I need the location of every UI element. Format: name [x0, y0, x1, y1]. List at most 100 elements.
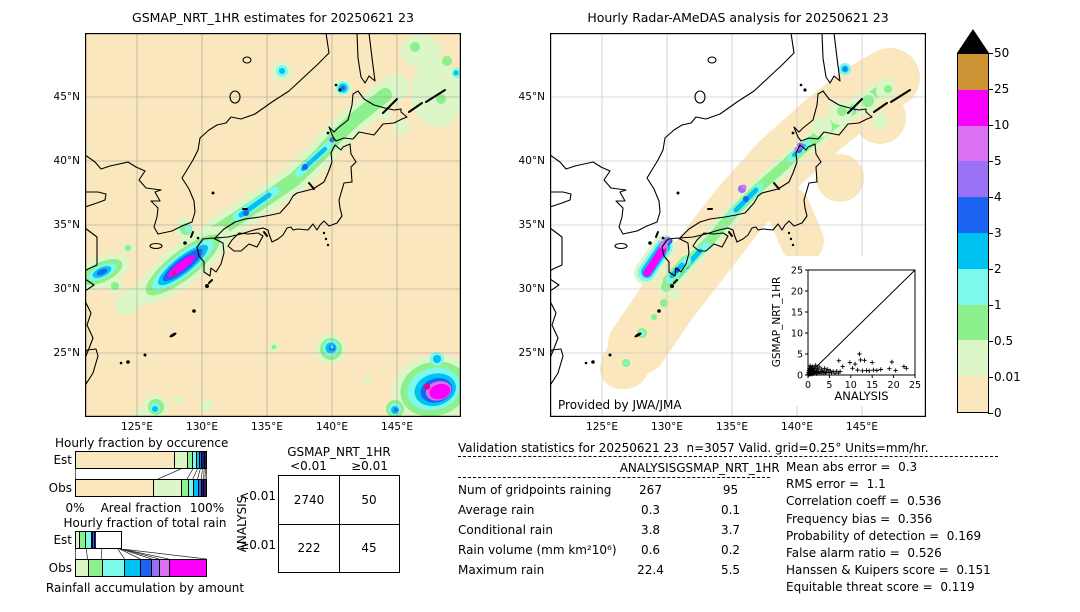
- colorbar-segment: [958, 232, 988, 269]
- skill-scores: Mean abs error = 0.3 RMS error = 1.1 Corre…: [786, 460, 1076, 598]
- bar-segment: [160, 560, 171, 576]
- contingency-col-group: GSMAP_NRT_1HR: [287, 445, 391, 459]
- inset-x-tick-label: 5: [826, 380, 832, 391]
- score-line: RMS error = 1.1: [786, 477, 886, 492]
- validation-analysis-value: 0.3: [640, 503, 661, 517]
- inset-scatter-points: [806, 351, 909, 377]
- score-line: False alarm ratio = 0.526: [786, 545, 942, 560]
- credit-label: Provided by JWA/JMA: [558, 398, 682, 412]
- occurrence-est-bar: [75, 451, 207, 469]
- fraction-connector-line: [186, 469, 194, 479]
- x-tick-label: 130°E: [186, 421, 218, 433]
- colorbar-segment: [958, 268, 988, 305]
- validation-gsmap-value: 0.1: [720, 503, 741, 517]
- colorbar-tick-label: 1: [994, 298, 1002, 312]
- validation-row: Rain volume (mm km²10⁶) 0.6 0.2: [458, 540, 788, 560]
- colorbar-tick-label: 3: [994, 226, 1002, 240]
- divider: [458, 477, 770, 478]
- colorbar-bar: [957, 53, 989, 413]
- fraction-connector-line: [200, 469, 203, 479]
- gsmap-precipitation-map: [85, 33, 461, 417]
- validation-row-label: Rain volume (mm km²10⁶): [458, 543, 617, 557]
- contingency-col-label-0: <0.01: [290, 459, 327, 473]
- score-line: Hanssen & Kuipers score = 0.151: [786, 563, 991, 578]
- score-line: Frequency bias = 0.356: [786, 511, 933, 526]
- validation-analysis-value: 0.6: [640, 543, 661, 557]
- inset-y-tick-label: 15: [791, 308, 803, 319]
- validation-analysis-value: 267: [639, 483, 662, 497]
- right-map-x-axis: 125°E 130°E 135°E 140°E 145°E: [550, 421, 926, 435]
- validation-row-label: Average rain: [458, 503, 535, 517]
- bar-segment: [188, 480, 195, 496]
- validation-gsmap-value: 95: [722, 483, 739, 497]
- y-tick-label: 35°N: [53, 219, 80, 231]
- bar-segment: [88, 560, 103, 576]
- colorbar-tick: [988, 88, 993, 90]
- colorbar-tick-label: 10: [994, 118, 1010, 132]
- y-tick-label: 25°N: [518, 347, 545, 359]
- validation-row-label: Conditional rain: [458, 523, 553, 537]
- colorbar-segment: [958, 197, 988, 233]
- bar-segment: [76, 560, 89, 576]
- inset-x-tick-label: 20: [888, 380, 900, 391]
- contingency-row-label-1: ≥0.01: [239, 538, 276, 552]
- validation-scatter-inset: 0 5 10 15 20 25 0 5 10 15 20 25 ANALYSIS GSMAP_NRT_1H…: [770, 256, 924, 406]
- x-tick-label: 125°E: [586, 421, 618, 433]
- colorbar-tick: [988, 52, 993, 54]
- validation-analysis-value: 22.4: [637, 563, 664, 577]
- x-tick-label: 140°E: [316, 421, 348, 433]
- x-tick-label: 135°E: [716, 421, 748, 433]
- inset-x-tick-label: 25: [909, 380, 921, 391]
- left-map-y-axis: 45°N 40°N 35°N 30°N 25°N: [49, 33, 82, 417]
- colorbar-tick: [988, 268, 993, 270]
- colorbar-segment: [958, 304, 988, 341]
- score-line: Mean abs error = 0.3: [786, 460, 918, 474]
- radar-amedas-map: [550, 33, 926, 417]
- totalrain-chart-title: Hourly fraction of total rain: [63, 516, 227, 530]
- right-map-title: Hourly Radar-AMeDAS analysis for 2025062…: [587, 10, 889, 25]
- totalrain-connectors: [75, 549, 207, 559]
- occurrence-est-label: Est: [53, 453, 72, 467]
- colorbar-tick: [988, 340, 993, 342]
- fraction-connector-line: [192, 469, 198, 479]
- bar-segment: [187, 452, 194, 468]
- contingency-row-label-0: <0.01: [239, 489, 276, 503]
- x-tick-label: 140°E: [781, 421, 813, 433]
- x-tick-label: 145°E: [846, 421, 878, 433]
- contingency-col-label-1: ≥0.01: [351, 459, 388, 473]
- colorbar-tick: [988, 304, 993, 306]
- validation-gsmap-value: 0.2: [720, 543, 741, 557]
- occurrence-obs-bar: [75, 479, 207, 497]
- bar-segment: [85, 532, 92, 548]
- occurrence-chart-title: Hourly fraction by occurence: [55, 436, 229, 450]
- totalrain-est-bar: [75, 531, 207, 549]
- occurrence-axis-100: 100%: [189, 501, 225, 515]
- validation-title: Validation statistics for 20250621 23 n=…: [458, 441, 929, 455]
- bar-segment: [140, 560, 153, 576]
- y-tick-label: 40°N: [518, 155, 545, 167]
- bar-segment: [201, 480, 205, 496]
- contingency-cell-01: 50: [339, 476, 399, 525]
- validation-row: Maximum rain 22.4 5.5: [458, 560, 788, 580]
- validation-analysis-value: 3.8: [640, 523, 661, 537]
- inset-x-axis-label: ANALYSIS: [834, 389, 888, 403]
- inset-y-tick-label: 5: [797, 350, 803, 361]
- validation-rows: Num of gridpoints raining 267 95 Average ra…: [458, 480, 788, 580]
- contingency-cell-00: 2740: [279, 476, 340, 525]
- y-tick-label: 45°N: [53, 91, 80, 103]
- left-map-x-axis: 125°E 130°E 135°E 140°E 145°E: [85, 421, 461, 435]
- stacked-bar: [75, 531, 122, 549]
- right-map-y-axis: 45°N 40°N 35°N 30°N 25°N: [514, 33, 547, 417]
- validation-row: Conditional rain 3.8 3.7: [458, 520, 788, 540]
- totalrain-caption: Rainfall accumulation by amount: [45, 581, 245, 595]
- bar-segment: [175, 452, 188, 468]
- bar-segment: [193, 452, 197, 468]
- occurrence-connectors: [75, 469, 207, 479]
- colorbar-tick-label: 0: [994, 406, 1002, 420]
- contingency-cell-10: 222: [279, 524, 340, 572]
- colorbar-tick: [988, 412, 993, 414]
- bar-segment: [91, 532, 94, 548]
- inset-y-tick-label: 10: [791, 329, 803, 340]
- colorbar: 50 25 10 5 4 3 2 1 0.5 0.01 0: [957, 46, 1027, 420]
- bar-segment: [182, 480, 189, 496]
